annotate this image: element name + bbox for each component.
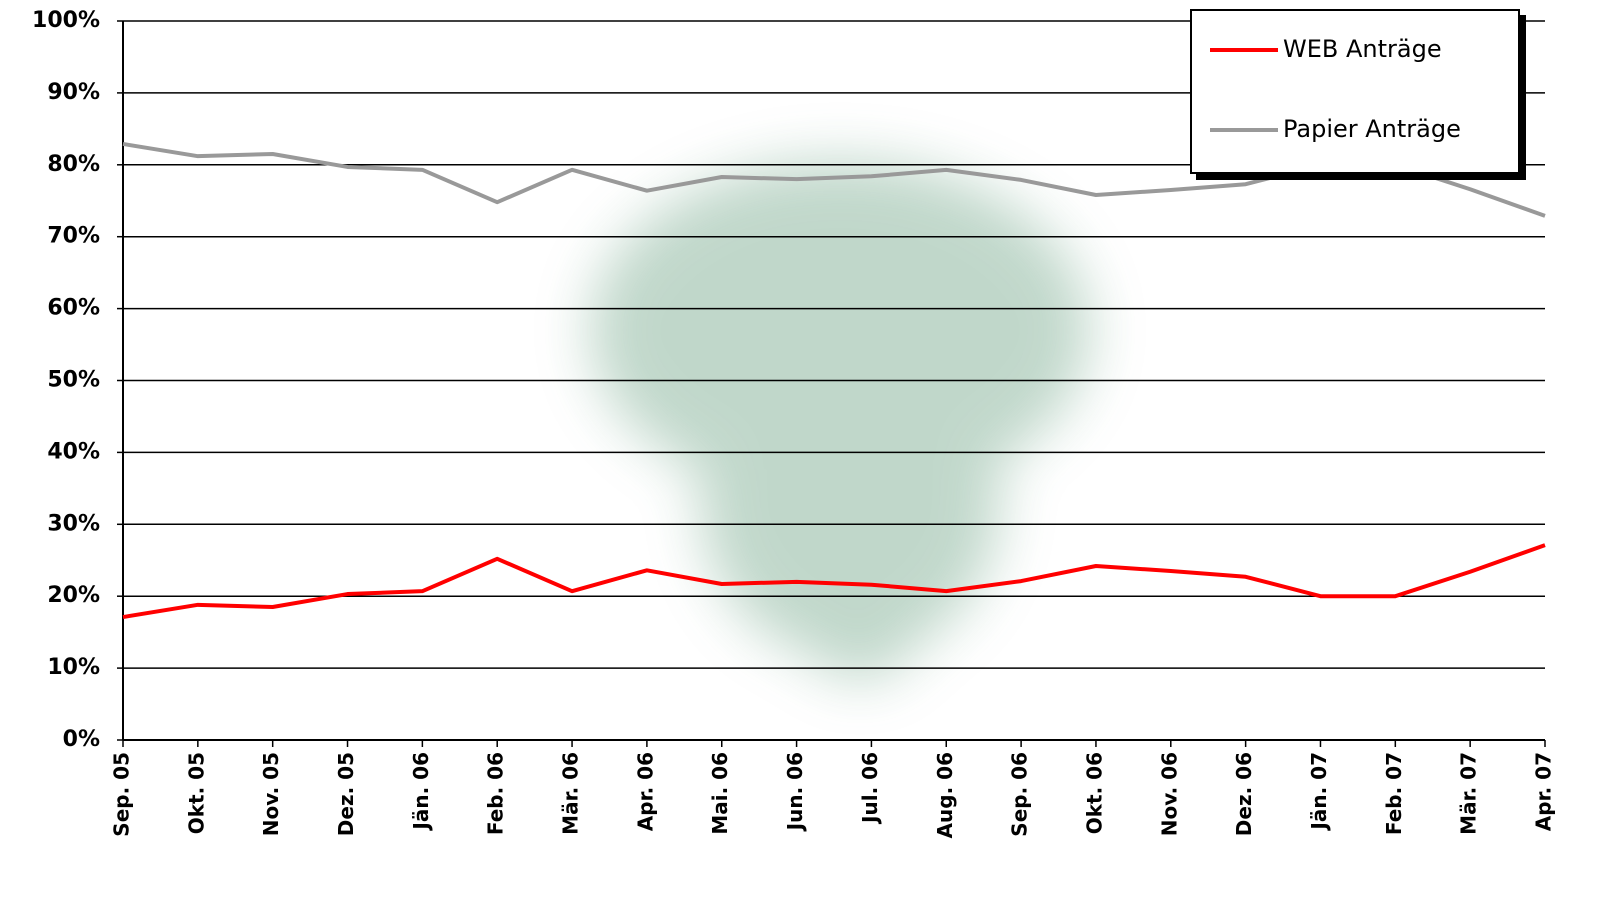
- y-tick-label: 50%: [47, 368, 100, 393]
- y-tick-label: 60%: [47, 296, 100, 321]
- x-tick-label: Mai. 06: [708, 752, 732, 835]
- x-tick-label: Okt. 05: [184, 752, 208, 834]
- watermark: [590, 160, 1090, 680]
- line-series: [122, 543, 1546, 620]
- y-tick-label: 30%: [47, 511, 100, 536]
- y-tick-label: 100%: [32, 8, 100, 33]
- y-tick-label: 70%: [47, 224, 100, 249]
- x-tick-label: Sep. 06: [1008, 752, 1032, 837]
- x-tick-label: Sep. 05: [110, 752, 134, 837]
- x-tick-label: Mär. 06: [559, 752, 583, 835]
- y-tick-label: 20%: [47, 583, 100, 608]
- y-tick-label: 10%: [47, 655, 100, 680]
- x-tick-label: Nov. 06: [1157, 752, 1181, 836]
- x-tick-label: Jän. 07: [1307, 752, 1331, 832]
- x-tick-label: Dez. 05: [334, 752, 358, 836]
- x-tick-label: Nov. 05: [259, 752, 283, 836]
- x-tick-label: Feb. 06: [484, 752, 508, 835]
- y-tick-label: 40%: [47, 439, 100, 464]
- x-tick-label: Okt. 06: [1082, 752, 1106, 834]
- y-tick-label: 80%: [47, 152, 100, 177]
- y-tick-label: 90%: [47, 80, 100, 105]
- x-tick-label: Jän. 06: [409, 752, 433, 832]
- x-tick-label: Feb. 07: [1382, 752, 1406, 835]
- legend-label: Papier Anträge: [1283, 115, 1461, 143]
- x-tick-label: Aug. 06: [933, 752, 957, 838]
- legend-label: WEB Anträge: [1283, 35, 1442, 63]
- x-tick-label: Apr. 06: [633, 752, 657, 831]
- x-tick-label: Jul. 06: [858, 752, 882, 825]
- y-tick-label: 0%: [63, 727, 100, 752]
- x-tick-label: Mär. 07: [1457, 752, 1481, 835]
- x-tick-label: Jun. 06: [783, 752, 807, 832]
- legend-box: [1190, 9, 1520, 174]
- x-tick-label: Apr. 07: [1532, 752, 1556, 831]
- x-tick-label: Dez. 06: [1232, 752, 1256, 836]
